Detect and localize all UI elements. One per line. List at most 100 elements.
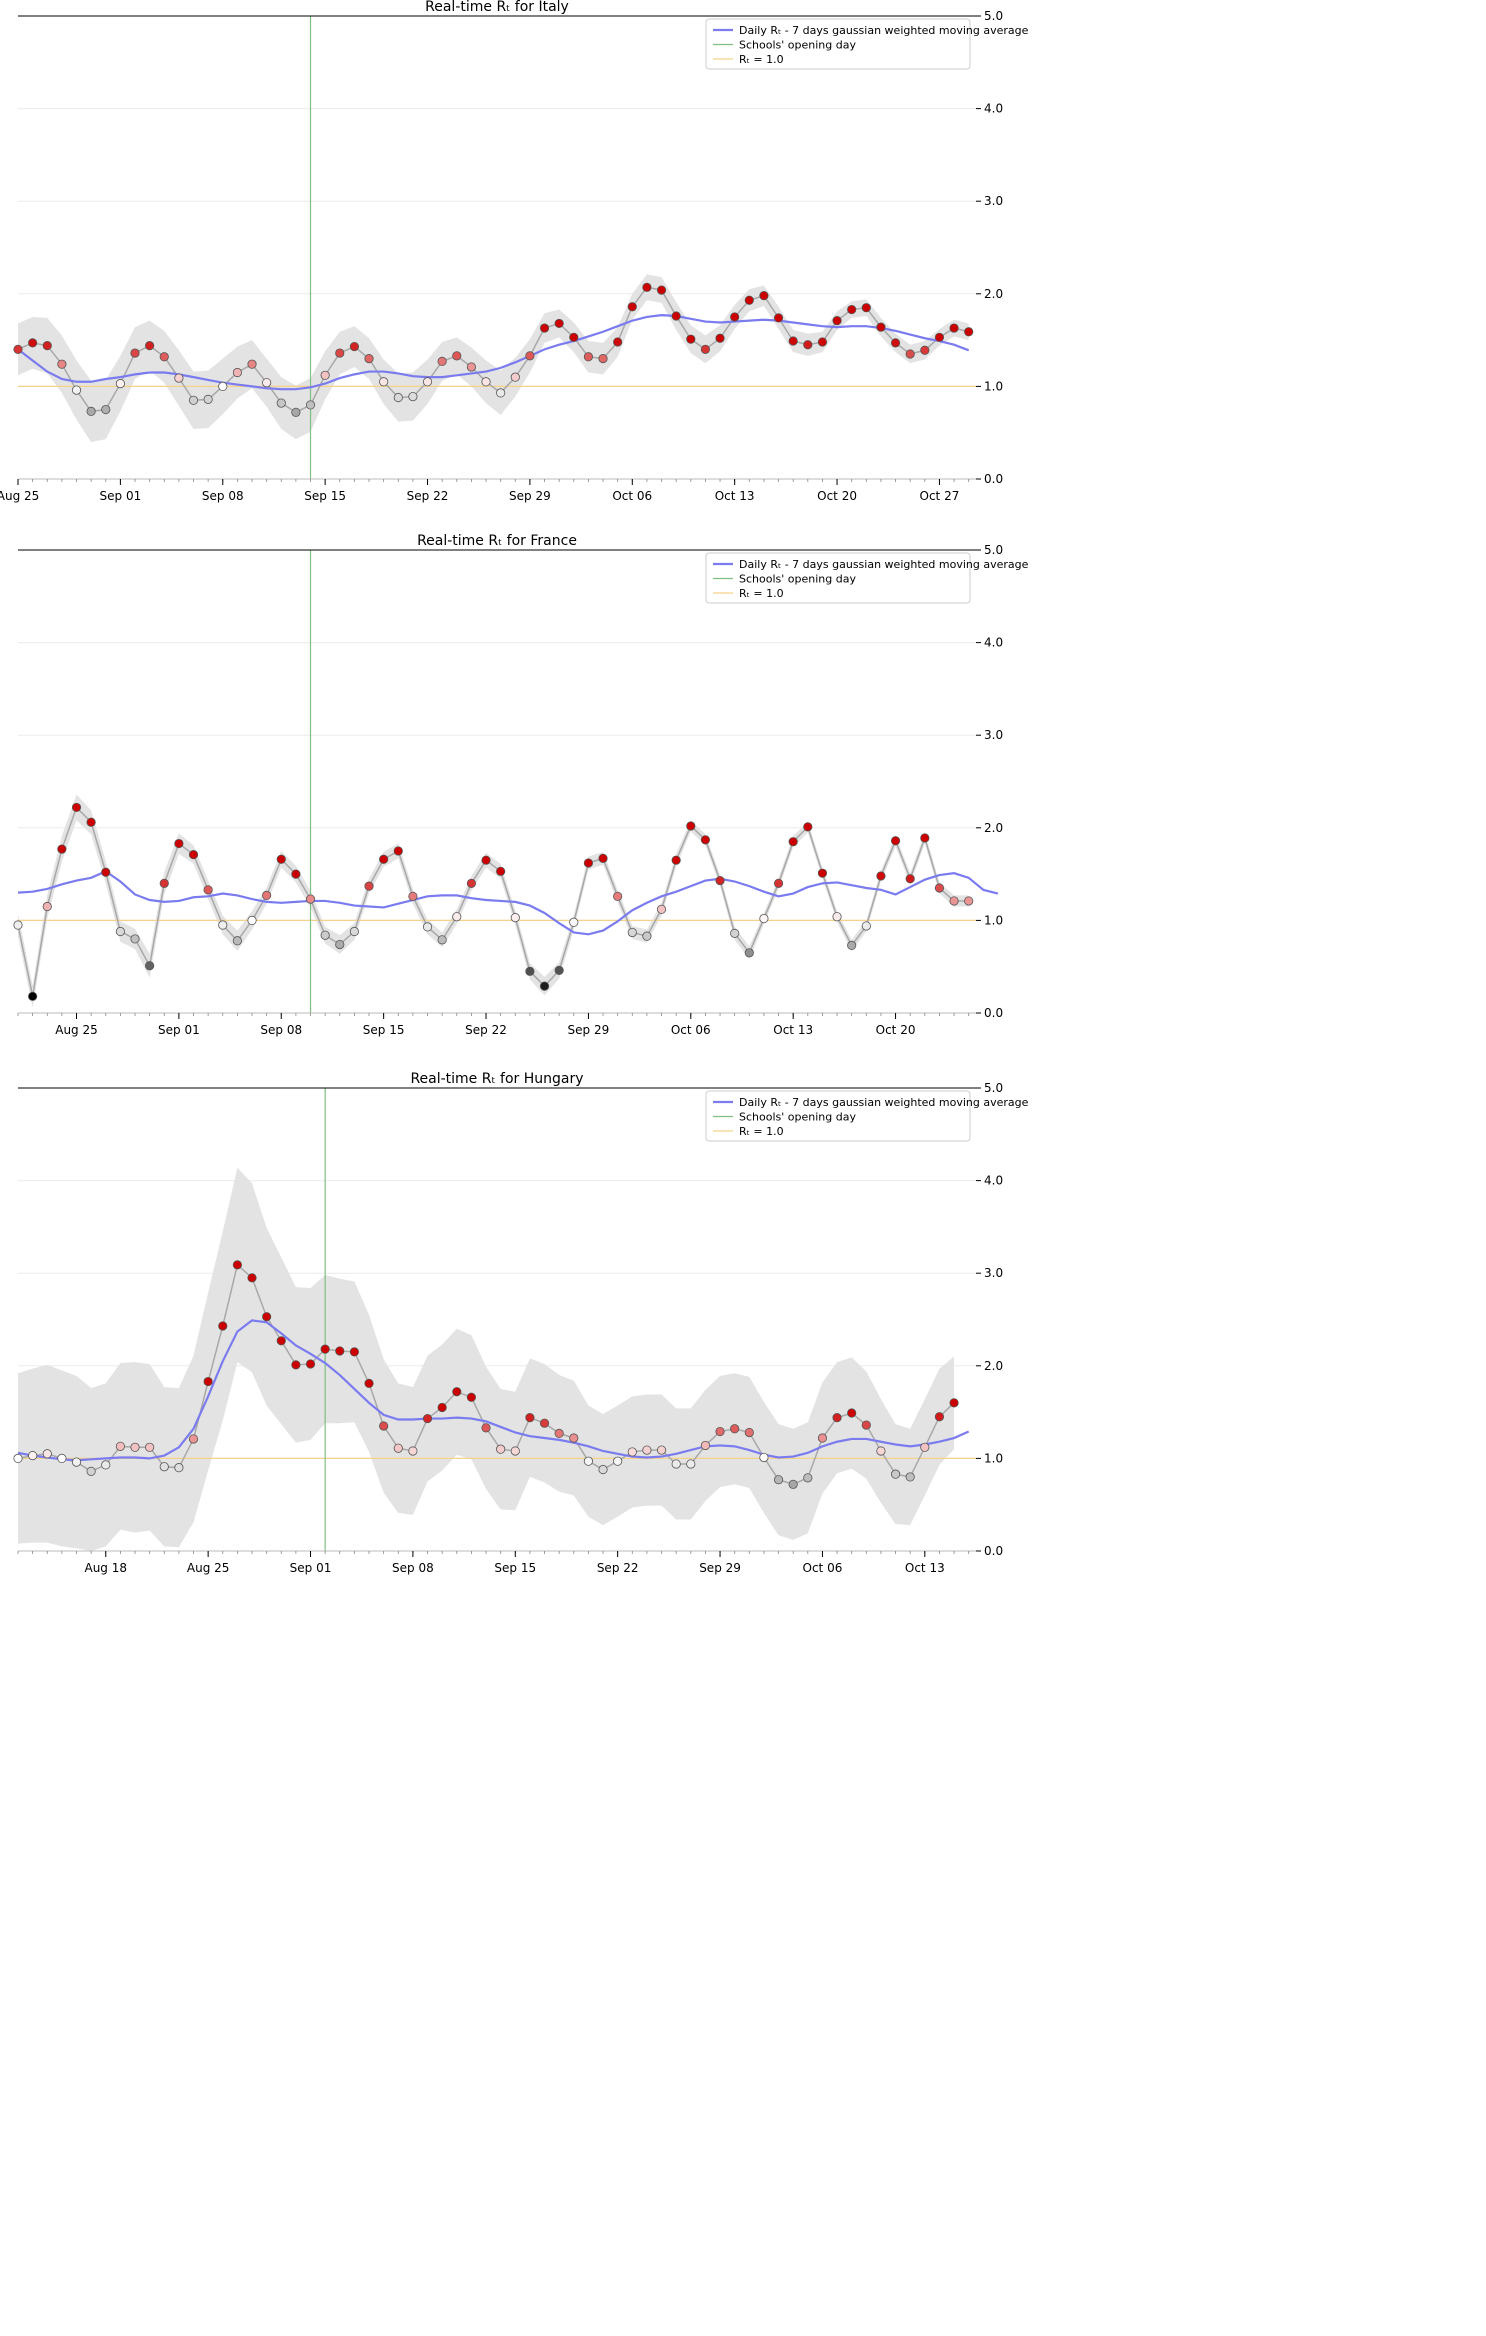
daily-rt-point — [247, 359, 257, 369]
daily-rt-point — [335, 348, 345, 358]
daily-rt-point — [71, 802, 82, 813]
x-tick-label: Aug 18 — [84, 1561, 127, 1575]
daily-rt-point — [525, 351, 535, 361]
daily-rt-point — [934, 883, 945, 893]
daily-rt-point — [188, 395, 199, 405]
daily-rt-point — [422, 377, 433, 387]
daily-rt-point — [379, 377, 389, 387]
daily-rt-point — [803, 1473, 813, 1483]
daily-rt-point — [86, 1466, 96, 1476]
daily-rt-point — [130, 934, 140, 944]
chart-title: Real-time Rₜ for Italy — [425, 0, 569, 15]
daily-rt-point — [861, 921, 871, 931]
daily-rt-point — [145, 961, 155, 971]
daily-rt-point — [744, 948, 754, 958]
y-tick-label: 1.0 — [984, 379, 1003, 393]
daily-rt-point — [744, 295, 754, 305]
x-tick-label: Sep 22 — [407, 489, 449, 503]
y-tick-label: 5.0 — [984, 9, 1003, 23]
daily-rt-point — [203, 1376, 213, 1387]
x-tick-label: Sep 15 — [304, 489, 346, 503]
daily-rt-point — [349, 1347, 359, 1357]
y-tick-label: 0.0 — [984, 1544, 1003, 1558]
daily-rt-point — [335, 1346, 345, 1356]
daily-rt-point — [569, 917, 579, 927]
daily-rt-point — [832, 912, 842, 922]
daily-rt-point — [437, 356, 447, 366]
daily-rt-point — [86, 817, 96, 827]
x-tick-label: Oct 06 — [671, 1023, 711, 1037]
daily-rt-line — [17, 806, 969, 997]
daily-rt-point — [291, 407, 301, 417]
daily-rt-point — [832, 1413, 842, 1423]
daily-rt-point — [320, 930, 330, 940]
daily-rt-point — [145, 341, 155, 351]
daily-rt-point — [86, 406, 96, 417]
legend-box — [705, 552, 971, 604]
y-tick-label: 0.0 — [984, 1006, 1003, 1020]
daily-rt-point — [408, 891, 418, 901]
daily-rt-point — [773, 1475, 784, 1485]
x-tick-label: Sep 22 — [597, 1561, 639, 1575]
daily-rt-point — [130, 1442, 140, 1452]
x-tick-label: Aug 25 — [55, 1023, 98, 1037]
daily-rt-point — [481, 855, 491, 865]
chart-title: Real-time Rₜ for France — [417, 533, 577, 549]
legend-label: Daily Rₜ - 7 days gaussian weighted movi… — [739, 1096, 1029, 1109]
daily-rt-point — [715, 333, 725, 343]
x-tick-label: Sep 08 — [260, 1023, 302, 1037]
daily-rt-point — [276, 398, 286, 408]
x-tick-label: Oct 20 — [876, 1023, 916, 1037]
daily-rt-point — [28, 991, 38, 1001]
daily-rt-point — [613, 337, 623, 347]
daily-rt-point — [949, 323, 959, 333]
daily-rt-point — [817, 868, 828, 878]
daily-rt-point — [496, 1444, 506, 1454]
daily-rt-point — [817, 1433, 828, 1443]
chart-panel: Real-time Rₜ for France 0.0 1.0 2.0 3.0 4.0 5.… — [13, 533, 1029, 1037]
x-tick-label: Sep 08 — [202, 489, 244, 503]
daily-rt-point — [218, 920, 228, 930]
daily-rt-point — [788, 336, 798, 346]
daily-rt-point — [773, 878, 784, 888]
daily-rt-point — [627, 1447, 637, 1457]
daily-rt-point — [583, 858, 594, 868]
daily-rt-point — [320, 370, 330, 380]
daily-rt-point — [393, 846, 403, 856]
daily-rt-point — [466, 878, 477, 888]
daily-rt-point — [291, 869, 301, 879]
x-tick-label: Oct 27 — [920, 489, 960, 503]
daily-rt-point — [57, 844, 67, 854]
daily-rt-point — [554, 318, 564, 329]
daily-rt-point — [159, 1462, 169, 1472]
y-tick-label: 5.0 — [984, 543, 1003, 557]
daily-rt-point — [847, 940, 857, 951]
y-tick-label: 4.0 — [984, 102, 1003, 116]
daily-rt-point — [130, 348, 140, 358]
daily-rt-point — [481, 1423, 491, 1433]
daily-rt-point — [788, 1479, 798, 1489]
daily-rt-point — [554, 965, 564, 976]
legend-label: Rₜ = 1.0 — [739, 587, 784, 600]
y-tick-label: 1.0 — [984, 913, 1003, 927]
daily-rt-point — [817, 337, 828, 347]
y-tick-label: 3.0 — [984, 728, 1003, 742]
daily-rt-point — [642, 931, 652, 941]
daily-rt-point — [598, 1464, 608, 1475]
legend-label: Rₜ = 1.0 — [739, 1125, 784, 1138]
daily-rt-point — [174, 1463, 184, 1473]
daily-rt-point — [42, 901, 52, 912]
daily-rt-point — [627, 302, 637, 312]
daily-rt-point — [539, 981, 550, 991]
daily-rt-point — [349, 926, 359, 937]
daily-rt-point — [364, 881, 374, 891]
daily-rt-point — [598, 853, 608, 863]
daily-rt-point — [759, 913, 769, 924]
daily-rt-point — [627, 927, 637, 938]
daily-rt-point — [101, 867, 111, 877]
daily-rt-point — [28, 338, 38, 348]
x-tick-label: Sep 29 — [699, 1561, 741, 1575]
daily-rt-point — [847, 1408, 857, 1418]
daily-rt-point — [525, 1413, 535, 1423]
